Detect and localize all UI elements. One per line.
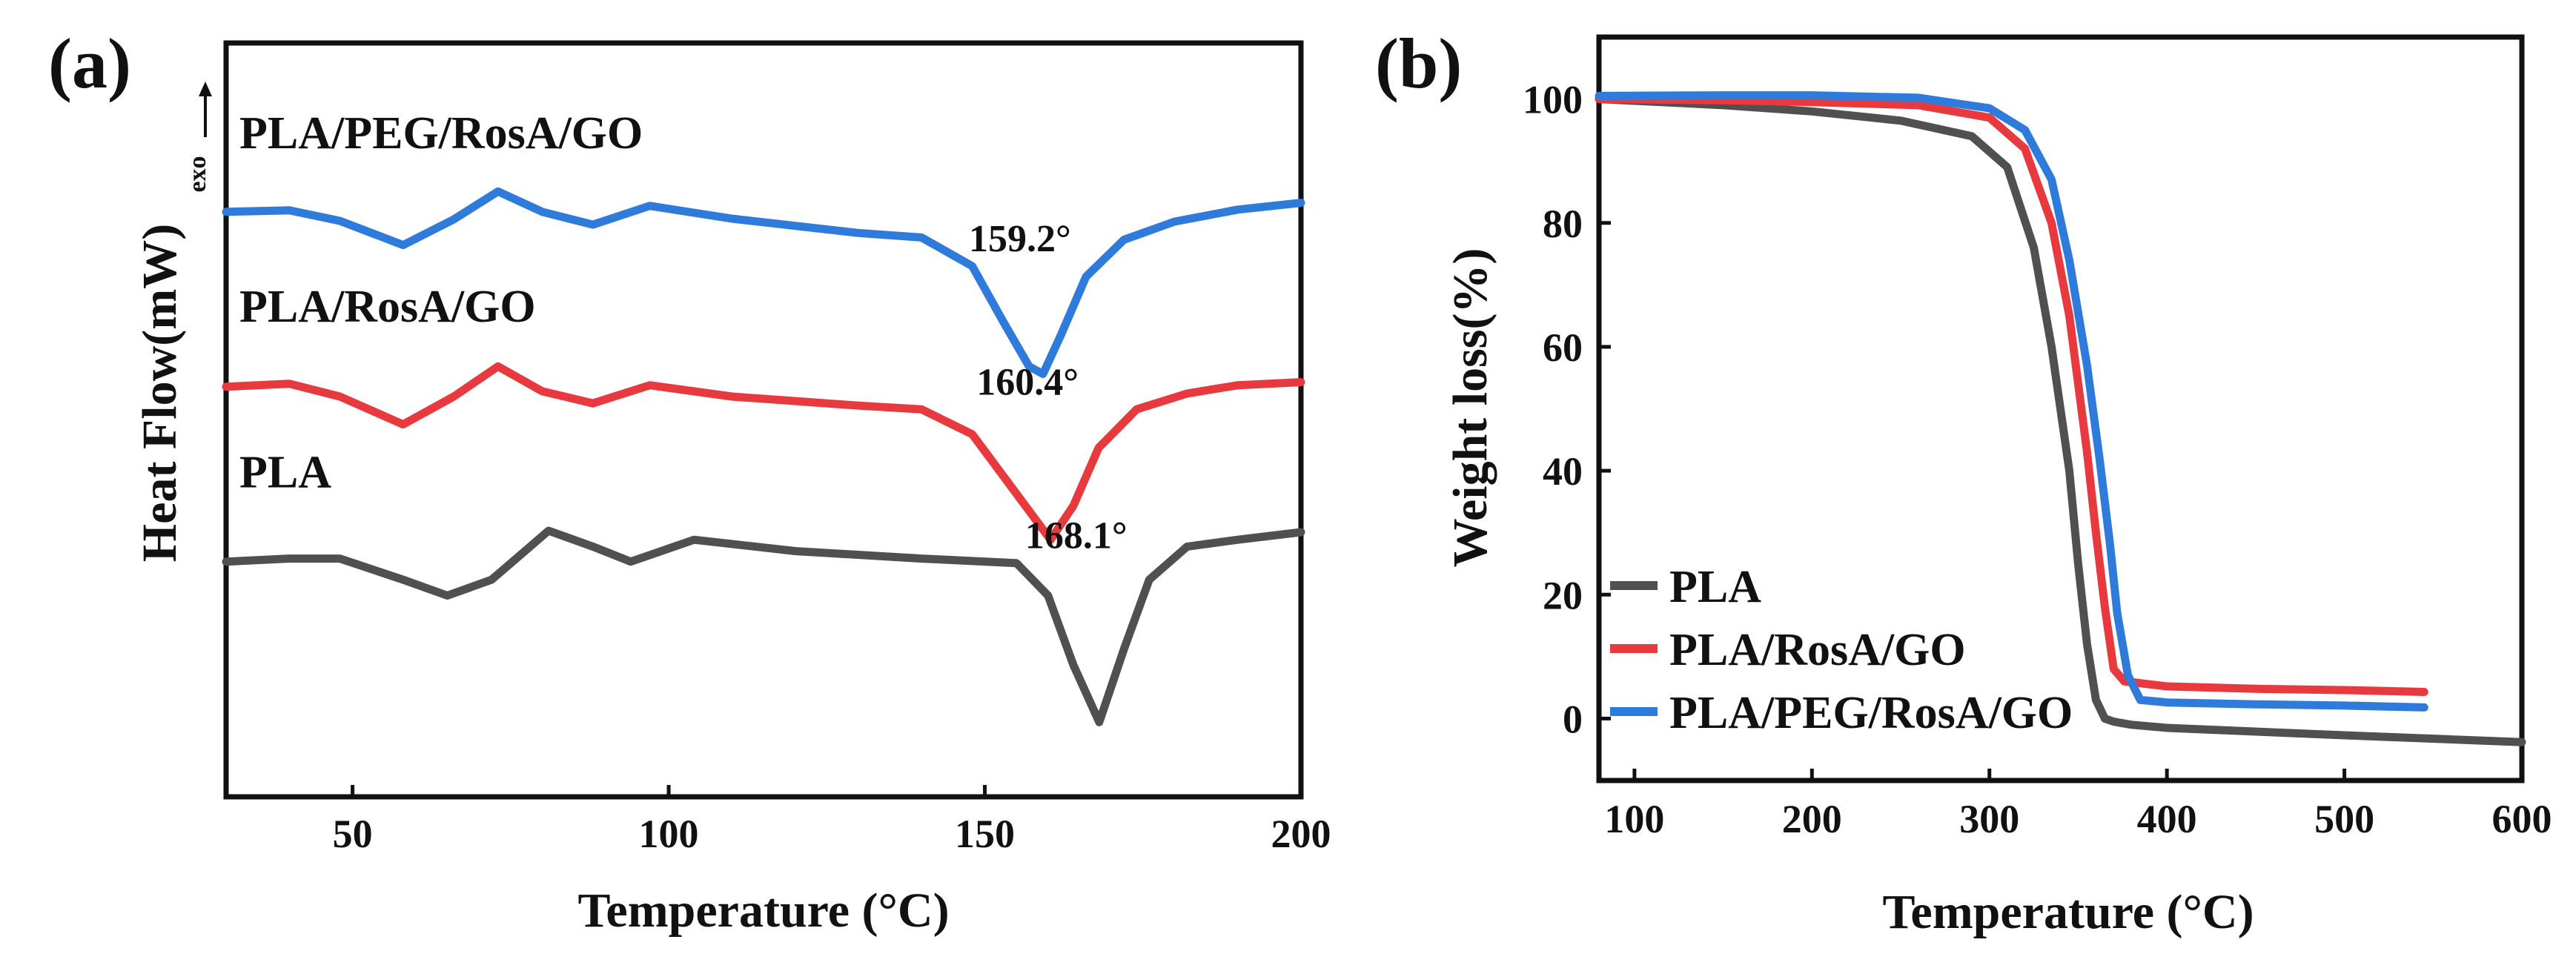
panel-b-x-tick-label: 100	[1604, 797, 1664, 841]
panel-a-series-line-pla-rosa-go	[222, 362, 1305, 544]
panel-a-x-ticks: 50 100 150 200	[333, 785, 1331, 856]
panel-b-y-tick-label: 20	[1543, 573, 1583, 617]
panel-b-y-tick-label: 60	[1543, 325, 1583, 370]
panel-b-y-tick-label: 100	[1523, 78, 1583, 122]
panel-a-exo-label: exo	[184, 156, 211, 192]
panel-b-y-tick-label: 80	[1543, 202, 1583, 246]
panel-b-x-tick-label: 200	[1782, 797, 1842, 841]
panel-a-peak-annotation-pla: 168.1°	[1025, 515, 1128, 557]
panel-a-series-label-pla-rosa-go: PLA/RosA/GO	[239, 282, 536, 332]
panel-a-x-tick-label: 200	[1271, 812, 1331, 856]
panel-b-legend: PLA PLA/RosA/GO PLA/PEG/RosA/GO	[1610, 562, 2073, 738]
panel-b-x-tick-label: 300	[1959, 797, 2019, 841]
panel-a-x-tick-label: 150	[955, 812, 1015, 856]
panel-b-x-axis-title: Temperature (°C)	[1882, 885, 2254, 939]
panel-a: (a) 50 100 150 200 PLA/PEG/RosA/GO159.2°PLA…	[48, 24, 1331, 938]
panel-a-series-labels: PLA/PEG/RosA/GO 159.2° PLA/RosA/GO 160.4° PL…	[239, 108, 1128, 557]
panel-b-plot-frame	[1596, 34, 2525, 783]
panel-b-y-tick-label: 40	[1543, 449, 1583, 494]
panel-a-series-line-pla	[222, 526, 1305, 726]
panel-a-x-axis-title: Temperature (°C)	[577, 884, 949, 938]
panel-b-x-tick-label: 500	[2314, 797, 2374, 841]
panel-a-peak-annotation-pla-rosa-go: 160.4°	[976, 361, 1079, 403]
panel-b-y-ticks: 0 20 40 60 80 100	[1523, 78, 1611, 741]
panel-a-x-tick-label: 50	[333, 812, 373, 856]
panel-a-x-tick-label: 100	[639, 812, 699, 856]
panel-a-y-axis-title: Heat Flow(mW)	[133, 224, 187, 562]
panel-b-y-tick-label: 0	[1563, 697, 1583, 741]
panel-b-x-tick-label: 400	[2137, 797, 2197, 841]
panel-a-series	[222, 187, 1305, 726]
panel-b-x-tick-label: 600	[2492, 797, 2552, 841]
panel-b-legend-label-pla-rosa-go: PLA/RosA/GO	[1669, 625, 1966, 675]
panel-a-label: (a)	[48, 24, 131, 103]
panel-a-peak-annotation-pla-peg-rosa-go: 159.2°	[969, 218, 1071, 260]
panel-b-series-line-pla-peg-rosa-go	[1595, 91, 2428, 712]
panel-b-label: (b)	[1375, 24, 1462, 103]
panel-b-x-ticks: 100 200 300 400 500 600	[1604, 769, 2552, 841]
panel-b-series-line-pla	[1595, 95, 2526, 746]
panel-a-series-label-pla: PLA	[239, 448, 331, 498]
panel-b-legend-label-pla-peg-rosa-go: PLA/PEG/RosA/GO	[1669, 688, 2073, 738]
panel-a-series-line-pla-peg-rosa-go	[222, 187, 1305, 378]
panel-b-y-axis-title: Weight loss(%)	[1443, 248, 1497, 568]
panel-a-plot-frame	[223, 40, 1304, 800]
panel-b-series-line-pla-rosa-go	[1595, 95, 2428, 696]
panel-a-series-label-pla-peg-rosa-go: PLA/PEG/RosA/GO	[239, 108, 643, 159]
exo-arrow-icon	[199, 82, 212, 137]
panel-b-series	[1595, 91, 2526, 746]
panel-b-legend-label-pla: PLA	[1669, 562, 1761, 612]
